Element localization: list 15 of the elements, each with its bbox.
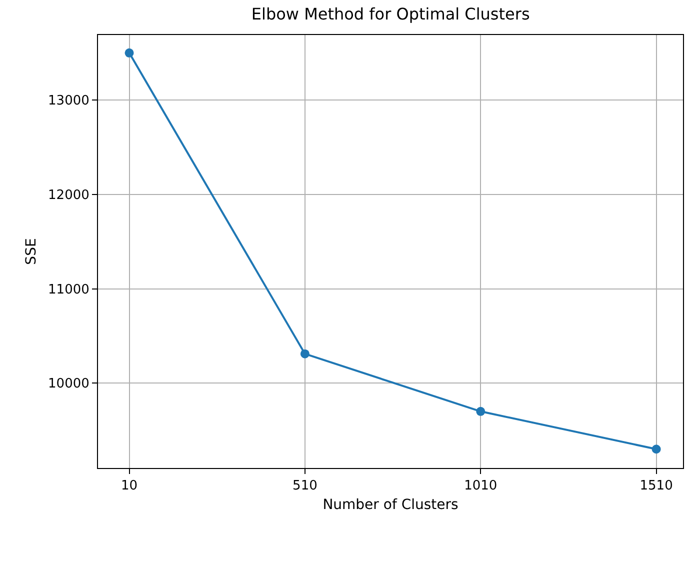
y-axis-title: SSE (24, 238, 40, 265)
x-tick-label: 1510 (640, 478, 673, 494)
y-tick-label: 12000 (48, 188, 90, 203)
x-tick-label: 10 (120, 478, 138, 494)
x-axis-title: Number of Clusters (322, 496, 458, 513)
point (652, 444, 661, 454)
point (124, 48, 134, 58)
point (476, 406, 486, 416)
y-tick-label: 11000 (48, 282, 90, 298)
point (300, 349, 310, 358)
chart-title: Elbow Method for Optimal Clusters (251, 4, 530, 24)
y-tick-label: 10000 (48, 376, 90, 392)
x-tick-label: 1010 (464, 478, 498, 494)
y-tick-label: 13000 (48, 94, 90, 109)
x-tick-label: 510 (292, 478, 318, 494)
